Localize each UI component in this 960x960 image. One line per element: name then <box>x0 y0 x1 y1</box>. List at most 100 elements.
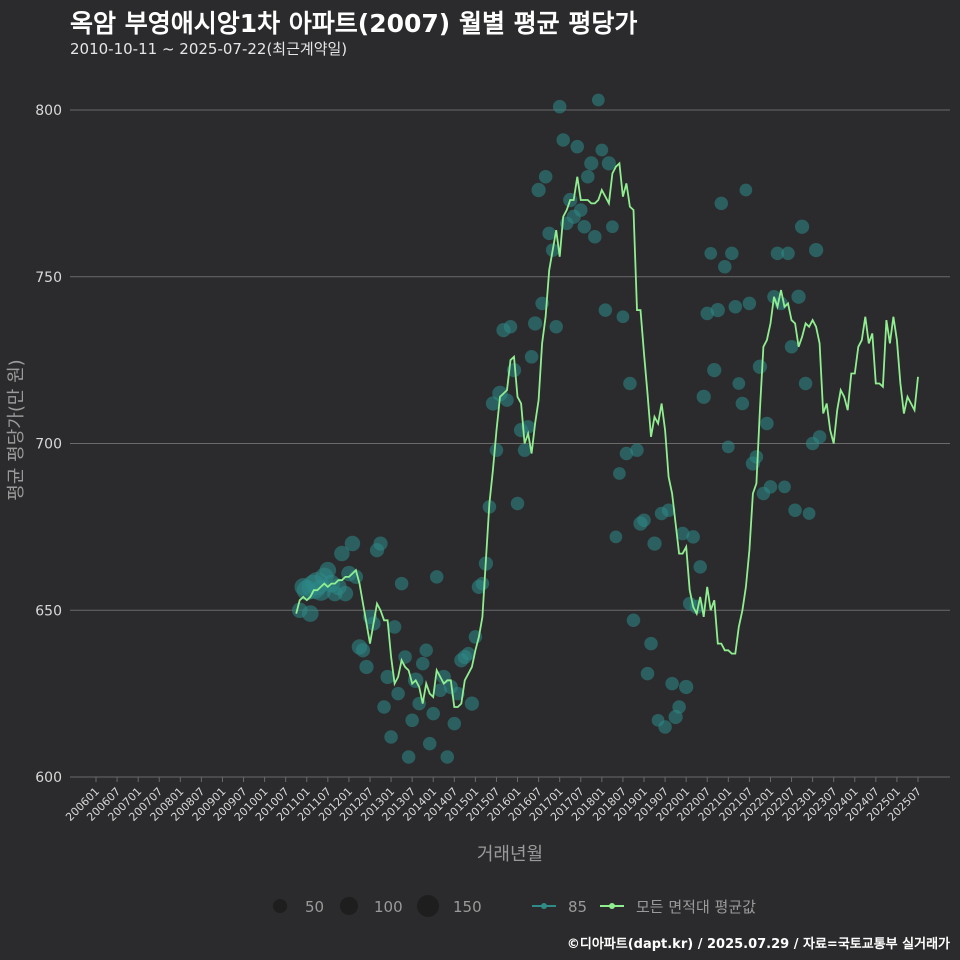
scatter-point <box>672 700 686 714</box>
scatter-point <box>584 156 599 171</box>
scatter-point <box>781 246 795 261</box>
scatter-point <box>707 363 722 378</box>
x-tick-labels: 2006012006072007012007072008012008072009… <box>63 785 924 824</box>
scatter-point <box>644 636 658 651</box>
scatter-series-85 <box>292 93 827 764</box>
scatter-point <box>337 585 354 602</box>
scatter-point <box>489 443 504 457</box>
y-tick-label: 700 <box>35 437 62 453</box>
scatter-point <box>710 302 725 318</box>
scatter-point <box>812 430 827 444</box>
scatter-point <box>429 570 444 584</box>
scatter-point <box>647 536 662 551</box>
scatter-point <box>665 676 679 691</box>
scatter-point <box>598 303 613 317</box>
scatter-point <box>718 259 732 274</box>
scatter-point <box>704 247 718 260</box>
scatter-point <box>387 620 402 634</box>
scatter-point <box>517 443 532 457</box>
scatter-point <box>763 480 778 494</box>
scatter-point <box>556 133 570 147</box>
scatter-point <box>679 679 694 695</box>
scatter-point <box>405 713 419 728</box>
scatter-point <box>451 686 465 701</box>
scatter-point <box>725 246 739 261</box>
scatter-point <box>394 576 409 591</box>
scatter-point <box>802 507 816 520</box>
scatter-point <box>433 683 448 698</box>
y-tick-label: 600 <box>35 770 62 786</box>
scatter-point <box>581 169 595 184</box>
scatter-point <box>609 530 623 544</box>
legend-size-circle <box>340 897 358 915</box>
scatter-point <box>422 736 437 751</box>
scatter-point <box>623 376 637 391</box>
scatter-point <box>675 526 690 541</box>
scatter-point <box>658 720 672 734</box>
series-line-average <box>295 161 919 708</box>
legend-size-circle <box>417 895 439 917</box>
scatter-point <box>770 246 785 261</box>
scatter-point <box>809 242 824 258</box>
scatter-point <box>630 443 644 457</box>
y-tick-label: 750 <box>35 270 62 286</box>
footer-credit: ©디아파트(dapt.kr) / 2025.07.29 / 자료=국토교통부 실… <box>566 937 950 952</box>
legend: 50 100 150 85 모든 면적대 평균값 <box>273 895 756 917</box>
legend-size-circle <box>273 899 287 913</box>
scatter-point <box>732 377 746 390</box>
scatter-point <box>538 169 553 184</box>
scatter-point <box>510 496 525 511</box>
legend-line-label: 85 <box>568 898 587 916</box>
scatter-point <box>503 320 518 334</box>
scatter-point <box>415 656 430 671</box>
scatter-point <box>735 396 750 411</box>
scatter-point <box>461 646 476 661</box>
scatter-point <box>626 613 641 628</box>
scatter-point <box>552 99 567 114</box>
scatter-point <box>794 219 810 234</box>
scatter-point <box>752 359 768 374</box>
scatter-point <box>606 220 619 234</box>
scatter-point <box>693 560 707 574</box>
scatter-point <box>440 750 455 764</box>
scatter-point <box>760 416 774 431</box>
scatter-point <box>319 561 337 579</box>
scatter-point <box>728 300 743 314</box>
y-tick-label: 650 <box>35 603 62 619</box>
scatter-point <box>344 535 361 552</box>
scatter-point <box>384 730 398 744</box>
scatter-point <box>601 156 616 171</box>
scatter-point <box>391 686 405 701</box>
scatter-point <box>527 316 543 331</box>
y-tick-labels: 600 650 700 750 800 <box>35 103 62 786</box>
y-axis-label: 평균 평당가(만 원) <box>6 359 27 500</box>
scatter-point <box>661 503 676 517</box>
chart-title: 옥암 부영애시앙1차 아파트(2007) 월별 평균 평당가 <box>70 9 638 38</box>
scatter-point <box>426 706 440 721</box>
scatter-point <box>301 605 319 622</box>
scatter-point <box>549 320 563 334</box>
scatter-point <box>791 289 806 304</box>
scatter-point <box>475 576 490 591</box>
scatter-point <box>637 513 651 527</box>
scatter-point <box>531 182 546 198</box>
scatter-point <box>739 183 753 197</box>
scatter-point <box>359 659 374 675</box>
scatter-point <box>542 226 556 241</box>
scatter-point <box>588 229 602 244</box>
scatter-point <box>464 696 479 711</box>
scatter-point <box>619 446 634 461</box>
y-tick-label: 800 <box>35 103 62 119</box>
scatter-point <box>373 536 388 551</box>
scatter-point <box>788 503 802 517</box>
scatter-point <box>784 340 799 354</box>
scatter-point <box>640 666 655 681</box>
scatter-point <box>749 450 764 464</box>
scatter-point <box>714 196 729 211</box>
scatter-point <box>380 669 395 685</box>
scatter-point <box>401 750 416 764</box>
scatter-point <box>595 143 609 157</box>
scatter-point <box>570 139 585 154</box>
scatter-point <box>721 440 735 454</box>
legend-size-label: 50 <box>305 898 324 916</box>
